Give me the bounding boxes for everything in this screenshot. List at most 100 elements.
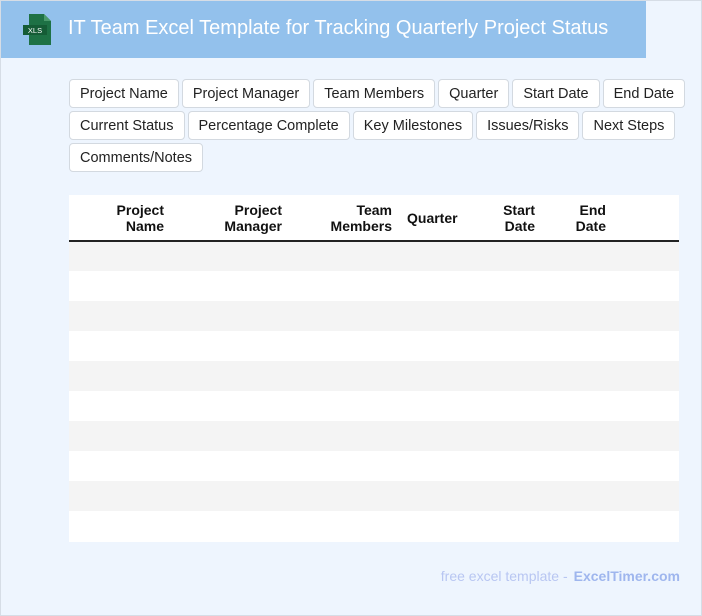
table-cell[interactable]: [291, 271, 401, 301]
table-cell[interactable]: [467, 271, 544, 301]
table-cell[interactable]: [401, 301, 467, 331]
table-cell[interactable]: [544, 481, 615, 511]
table-cell[interactable]: [401, 451, 467, 481]
table-cell[interactable]: [615, 301, 679, 331]
table-cell[interactable]: [544, 301, 615, 331]
table-cell[interactable]: [69, 271, 173, 301]
column-header[interactable]: Quarter: [401, 195, 467, 242]
table-cell[interactable]: [401, 331, 467, 361]
table-row[interactable]: [69, 301, 679, 331]
table-cell[interactable]: [544, 241, 615, 271]
column-header[interactable]: Project Name: [69, 195, 173, 242]
table-cell[interactable]: [173, 451, 291, 481]
table-cell[interactable]: [544, 331, 615, 361]
table-cell[interactable]: [173, 331, 291, 361]
footer-brand-link[interactable]: ExcelTimer.com: [573, 568, 680, 584]
table-cell[interactable]: [467, 361, 544, 391]
table-cell[interactable]: [401, 391, 467, 421]
table-cell[interactable]: [69, 361, 173, 391]
table-cell[interactable]: [401, 511, 467, 541]
table-cell[interactable]: [69, 481, 173, 511]
table-cell[interactable]: [467, 511, 544, 541]
table-cell[interactable]: [615, 361, 679, 391]
table-cell[interactable]: [291, 241, 401, 271]
table-cell[interactable]: [615, 451, 679, 481]
table-cell[interactable]: [173, 391, 291, 421]
column-header[interactable]: End Date: [544, 195, 615, 242]
table-cell[interactable]: [544, 361, 615, 391]
table-cell[interactable]: [467, 421, 544, 451]
table-cell[interactable]: [291, 421, 401, 451]
field-chip[interactable]: Key Milestones: [352, 111, 474, 140]
field-chip[interactable]: Project Manager: [181, 79, 311, 108]
table-cell[interactable]: [291, 391, 401, 421]
table-cell[interactable]: [173, 271, 291, 301]
table-cell[interactable]: [467, 451, 544, 481]
table-cell[interactable]: [544, 271, 615, 301]
column-header[interactable]: Team Members: [291, 195, 401, 242]
table-row[interactable]: [69, 331, 679, 361]
table-cell[interactable]: [615, 511, 679, 541]
table-cell[interactable]: [173, 301, 291, 331]
table-cell[interactable]: [69, 331, 173, 361]
table-cell[interactable]: [467, 481, 544, 511]
table-cell[interactable]: [69, 421, 173, 451]
table-cell[interactable]: [544, 391, 615, 421]
field-chip[interactable]: Next Steps: [582, 111, 676, 140]
table-row[interactable]: [69, 421, 679, 451]
field-chip[interactable]: Current Status: [69, 111, 185, 140]
table-cell[interactable]: [615, 271, 679, 301]
table-cell[interactable]: [615, 331, 679, 361]
table-cell[interactable]: [291, 481, 401, 511]
column-header[interactable]: Project Manager: [173, 195, 291, 242]
field-chip[interactable]: Issues/Risks: [476, 111, 580, 140]
table-cell[interactable]: [467, 391, 544, 421]
table-cell[interactable]: [401, 271, 467, 301]
table-cell[interactable]: [69, 391, 173, 421]
field-chip[interactable]: End Date: [602, 79, 686, 108]
table-cell[interactable]: [544, 451, 615, 481]
table-cell[interactable]: [69, 301, 173, 331]
table-cell[interactable]: [291, 361, 401, 391]
table-cell[interactable]: [69, 241, 173, 271]
table-cell[interactable]: [467, 331, 544, 361]
table-cell[interactable]: [173, 361, 291, 391]
table-cell[interactable]: [401, 361, 467, 391]
table-cell[interactable]: [544, 511, 615, 541]
table-cell[interactable]: [291, 511, 401, 541]
project-table[interactable]: Project Name Project Manager Team Members Quar…: [69, 195, 679, 542]
table-cell[interactable]: [544, 421, 615, 451]
table-cell[interactable]: [401, 241, 467, 271]
table-cell[interactable]: [615, 421, 679, 451]
table-cell[interactable]: [401, 481, 467, 511]
table-row[interactable]: [69, 241, 679, 271]
table-cell[interactable]: [291, 451, 401, 481]
table-cell[interactable]: [69, 511, 173, 541]
column-header[interactable]: Start Date: [467, 195, 544, 242]
table-cell[interactable]: [173, 481, 291, 511]
table-row[interactable]: [69, 511, 679, 541]
field-chip[interactable]: Team Members: [313, 79, 436, 108]
table-cell[interactable]: [173, 511, 291, 541]
field-chip[interactable]: Quarter: [438, 79, 510, 108]
table-cell[interactable]: [401, 421, 467, 451]
field-chip[interactable]: Comments/Notes: [69, 143, 204, 172]
table-cell[interactable]: [291, 331, 401, 361]
table-row[interactable]: [69, 391, 679, 421]
field-chip[interactable]: Start Date: [512, 79, 600, 108]
table-cell[interactable]: [173, 241, 291, 271]
table-row[interactable]: [69, 451, 679, 481]
table-row[interactable]: [69, 361, 679, 391]
field-chip[interactable]: Percentage Complete: [187, 111, 350, 140]
field-chip[interactable]: Project Name: [69, 79, 179, 108]
table-row[interactable]: [69, 481, 679, 511]
table-cell[interactable]: [615, 391, 679, 421]
table-cell[interactable]: [615, 241, 679, 271]
table-cell[interactable]: [69, 451, 173, 481]
table-cell[interactable]: [467, 301, 544, 331]
table-cell[interactable]: [615, 481, 679, 511]
table-cell[interactable]: [173, 421, 291, 451]
table-cell[interactable]: [291, 301, 401, 331]
table-row[interactable]: [69, 271, 679, 301]
